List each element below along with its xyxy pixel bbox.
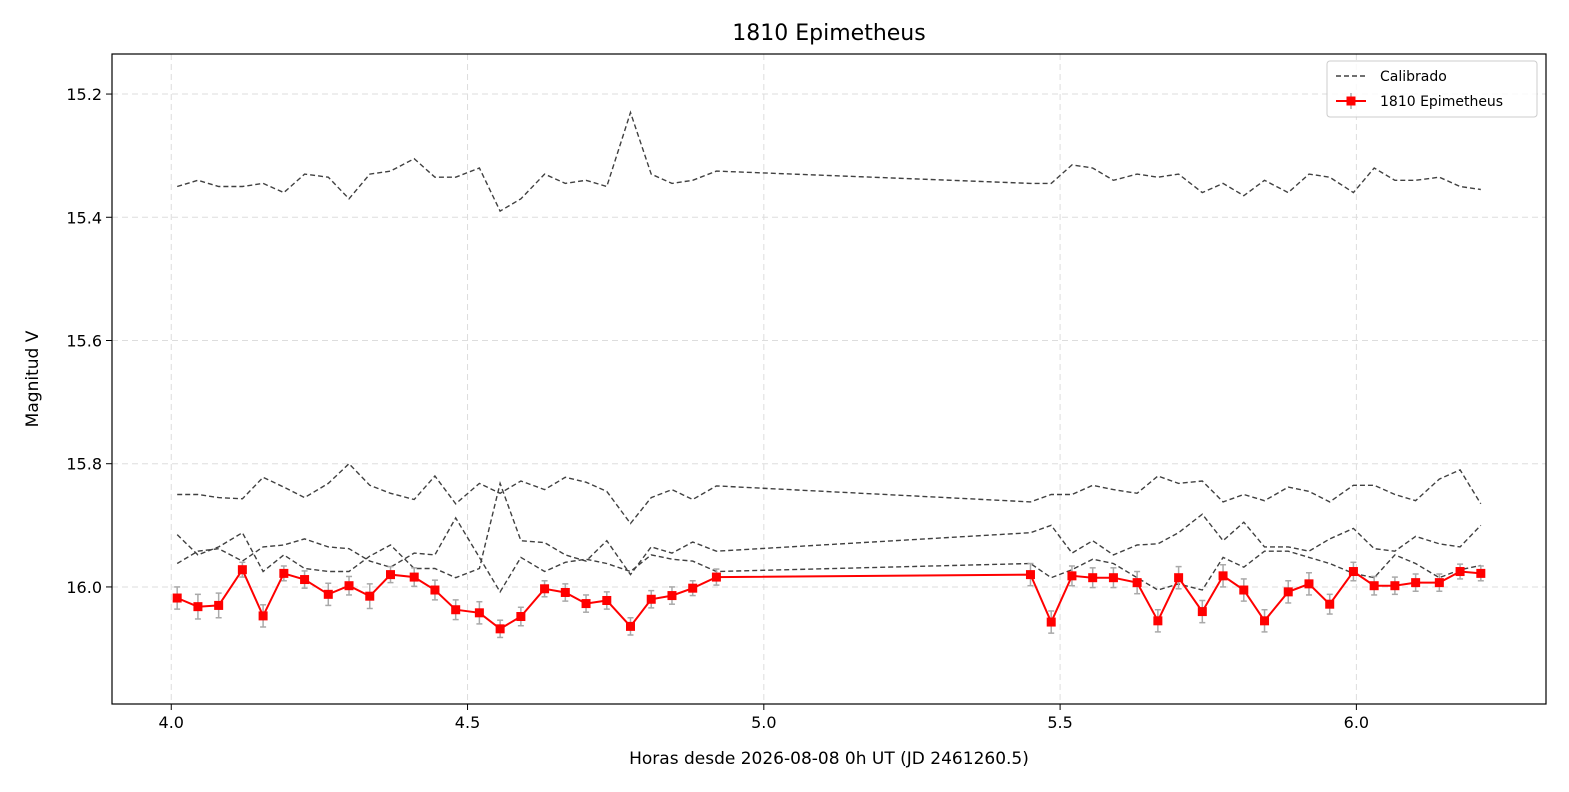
target-data-point	[688, 583, 698, 593]
target-data-point	[172, 593, 182, 603]
target-data-point	[1369, 581, 1379, 591]
target-data-point	[1153, 616, 1163, 626]
target-data-point	[1218, 571, 1228, 581]
target-data-point	[1132, 578, 1142, 588]
target-data-point	[1348, 567, 1358, 577]
target-data-point	[1067, 571, 1077, 581]
legend-marker-target	[1346, 96, 1356, 106]
target-data-point	[1434, 578, 1444, 588]
target-data-point	[1260, 616, 1270, 626]
target-data-point	[667, 591, 677, 601]
target-data-point	[386, 570, 396, 580]
chart-title: 1810 Epimetheus	[732, 21, 925, 46]
plot-series	[172, 110, 1486, 639]
legend-box	[1326, 60, 1538, 118]
target-data-point	[300, 575, 310, 585]
target-data-point	[365, 591, 375, 601]
x-tick-label: 5.5	[1047, 713, 1072, 732]
comparison-star-line-2	[176, 480, 1482, 579]
target-data-point	[1174, 573, 1184, 583]
target-data-point	[279, 568, 289, 578]
plot-frame	[111, 53, 1547, 705]
target-data-point	[409, 572, 419, 582]
x-tick-label: 4.5	[455, 713, 480, 732]
target-data-point	[323, 589, 333, 599]
target-data-point	[1304, 579, 1314, 589]
target-data-point	[1283, 587, 1293, 597]
target-data-point	[214, 600, 224, 610]
target-data-point	[540, 584, 550, 594]
legend: Calibrado 1810 Epimetheus	[1326, 60, 1538, 118]
y-tick-label: 15.6	[66, 331, 102, 350]
y-tick-label: 15.2	[66, 85, 102, 104]
target-data-point	[1390, 581, 1400, 591]
comparison-star-line-0	[176, 110, 1481, 213]
target-data-point	[625, 621, 635, 631]
y-tick-label: 15.4	[66, 208, 102, 227]
y-axis-label: Magnitud V	[23, 330, 43, 427]
target-data-point	[1239, 585, 1249, 595]
comparison-star-line-3	[176, 516, 1481, 594]
target-data-point	[560, 587, 570, 597]
target-data-point	[1046, 617, 1056, 627]
x-tick-label: 4.0	[159, 713, 184, 732]
target-data-point	[430, 585, 440, 595]
legend-label-calibrado: Calibrado	[1380, 69, 1447, 85]
target-data-point	[1025, 570, 1035, 580]
target-data-point	[516, 612, 526, 622]
target-data-point	[1197, 607, 1207, 617]
target-data-point	[1476, 568, 1486, 578]
x-axis-ticks: 4.0 4.5 5.0 5.5 6.0	[159, 704, 1369, 732]
target-data-point	[451, 605, 461, 615]
target-data-point	[1325, 599, 1335, 609]
y-tick-label: 15.8	[66, 455, 102, 474]
target-data-point	[474, 608, 484, 618]
target-data-point	[1088, 573, 1098, 583]
target-data-point	[1108, 573, 1118, 583]
target-data-point	[495, 624, 505, 634]
target-data-point	[344, 581, 354, 591]
comparison-star-line-1	[177, 462, 1482, 525]
legend-label-target: 1810 Epimetheus	[1380, 94, 1503, 110]
target-data-point	[646, 594, 656, 604]
target-data-point	[237, 565, 247, 575]
target-data-point	[193, 602, 203, 612]
target-data-point	[711, 572, 721, 582]
x-tick-label: 5.0	[751, 713, 776, 732]
target-data-point	[602, 595, 612, 605]
target-data-point	[1411, 578, 1421, 588]
target-data-point	[581, 599, 591, 609]
x-axis-label: Horas desde 2026-08-08 0h UT (JD 2461260…	[629, 749, 1029, 769]
target-data-point	[1455, 567, 1465, 577]
y-tick-label: 16.0	[66, 578, 102, 597]
x-tick-label: 6.0	[1344, 713, 1369, 732]
target-data-point	[258, 611, 268, 621]
y-axis-ticks: 15.2 15.4 15.6 15.8 16.0	[66, 85, 112, 597]
